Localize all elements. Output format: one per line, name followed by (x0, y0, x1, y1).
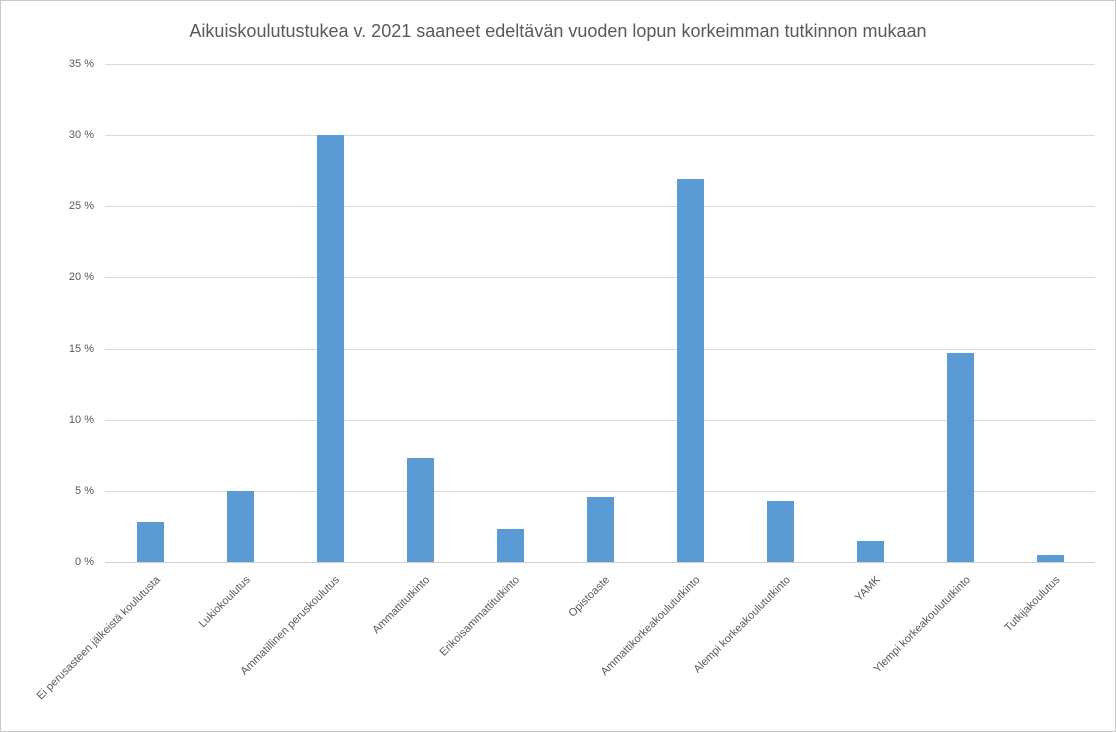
x-axis-tick-label: Ei perusasteen jälkeistä koulutusta (34, 574, 163, 703)
x-axis-tick-label: Ammatillinen peruskoulutus (238, 574, 343, 678)
y-axis-tick-label: 10 % (68, 414, 94, 426)
bar-1 (137, 522, 164, 562)
x-axis-tick-label: Ylempi korkeakoulututkinto (871, 574, 973, 676)
x-axis-tick-label: Ammattitutkinto (370, 574, 433, 637)
y-axis-tick-label: 20 % (68, 271, 94, 283)
y-axis-tick-label: 0 % (75, 556, 94, 568)
x-axis-tick-label: Tutkijakoulutus (1002, 574, 1063, 635)
bar-3 (317, 135, 344, 562)
y-axis-tick-label: 35 % (68, 58, 94, 70)
x-axis-tick-label: Lukiokoulutus (196, 574, 253, 631)
y-gridline (105, 206, 1095, 207)
y-gridline (105, 64, 1095, 65)
y-gridline (105, 420, 1095, 421)
bar-9 (857, 541, 884, 562)
bar-4 (407, 458, 434, 562)
y-gridline (105, 491, 1095, 492)
y-axis-tick-label: 5 % (75, 485, 94, 497)
y-axis-tick-label: 25 % (68, 200, 94, 212)
y-axis-tick-label: 15 % (68, 343, 94, 355)
x-axis-tick-label: Alempi korkeakoulututkinto (691, 574, 793, 676)
y-gridline (105, 349, 1095, 350)
bar-10 (947, 353, 974, 562)
bar-11 (1037, 555, 1064, 562)
x-axis-line (105, 562, 1095, 563)
bar-7 (677, 179, 704, 562)
y-gridline (105, 277, 1095, 278)
bar-8 (767, 501, 794, 562)
x-axis-tick-label: Erikoisammattitutkinto (437, 574, 523, 659)
bar-2 (227, 491, 254, 562)
y-axis-tick-label: 30 % (68, 129, 94, 141)
x-axis-tick-label: Ammattikorkeakoulututkinto (598, 574, 703, 679)
chart-title: Aikuiskoulutustukea v. 2021 saaneet edel… (189, 21, 927, 41)
x-axis-tick-label: Opistoaste (566, 574, 613, 620)
y-gridline (105, 135, 1095, 136)
bar-6 (587, 497, 614, 562)
bar-5 (497, 529, 524, 562)
x-axis-tick-label: YAMK (852, 574, 883, 604)
